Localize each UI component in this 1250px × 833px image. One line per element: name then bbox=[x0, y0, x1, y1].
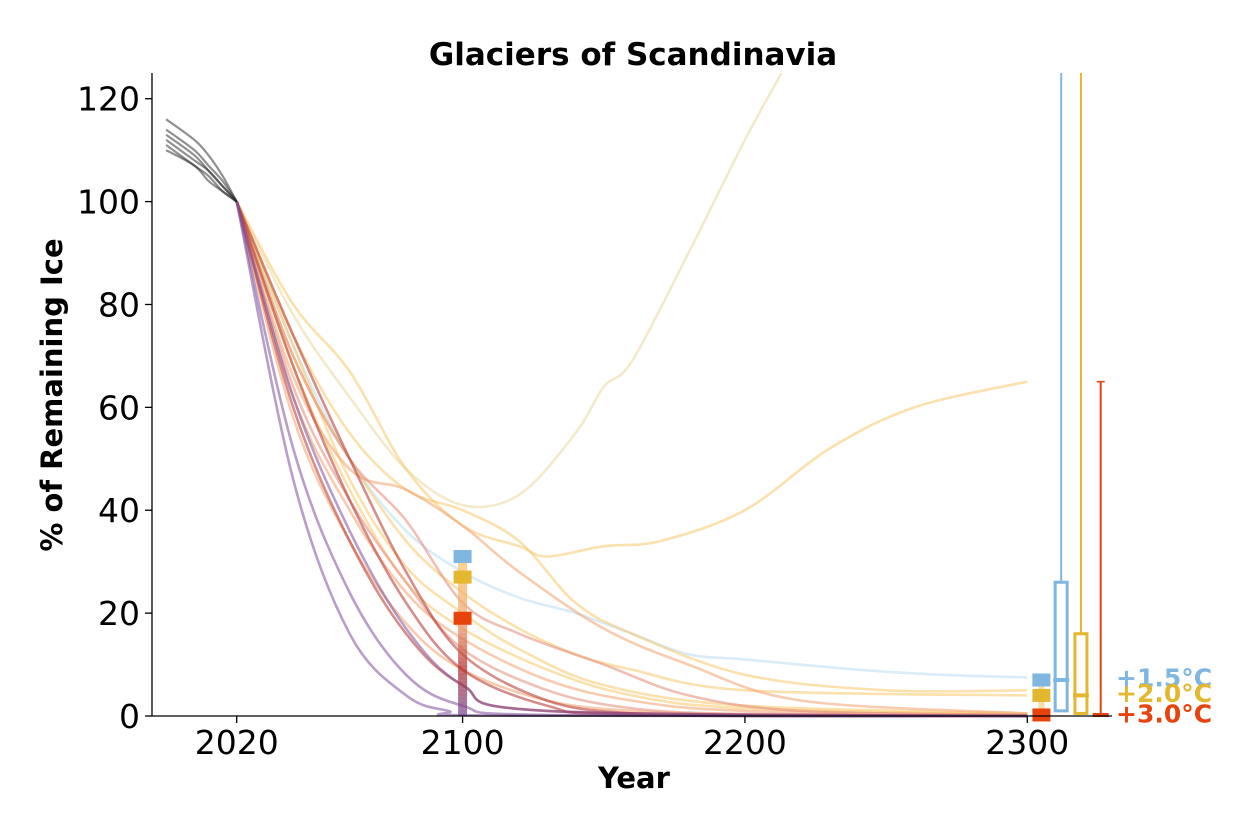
projection-line-9 bbox=[235, 201, 1028, 717]
projection-line-16 bbox=[235, 201, 1028, 718]
distribution-strip-2100 bbox=[458, 704, 468, 709]
legend-label-30: +3.0°C bbox=[1116, 699, 1212, 728]
y-tick-label-80: 80 bbox=[98, 285, 140, 324]
x-tick-label-2100: 2100 bbox=[421, 723, 505, 762]
y-tick-label-20: 20 bbox=[98, 594, 140, 633]
marker-2100-30 bbox=[453, 611, 472, 625]
projection-line-8 bbox=[235, 201, 1028, 715]
distribution-strip-2100 bbox=[458, 632, 468, 637]
distribution-strip-2100 bbox=[458, 696, 468, 701]
distribution-strip-2100 bbox=[458, 700, 468, 705]
projection-line-14 bbox=[235, 201, 1028, 718]
distribution-strip-2100 bbox=[458, 604, 468, 609]
distribution-strip-2100 bbox=[458, 672, 468, 677]
projection-line-4 bbox=[235, 201, 1028, 693]
projection-line-2 bbox=[235, 200, 1028, 558]
marker-2100-15 bbox=[453, 550, 472, 564]
projection-line-17 bbox=[235, 201, 1028, 718]
projection-line-18 bbox=[235, 201, 1028, 718]
marker-2100-20 bbox=[453, 570, 472, 584]
y-tick-label-40: 40 bbox=[98, 491, 140, 530]
marker-2300-15 bbox=[1032, 673, 1051, 687]
x-tick-label-2300: 2300 bbox=[985, 723, 1069, 762]
marker-2300-30 bbox=[1032, 708, 1051, 722]
boxplot-box-20 bbox=[1073, 632, 1089, 715]
y-tick-label-120: 120 bbox=[77, 80, 140, 119]
historical-line-2 bbox=[165, 128, 238, 203]
x-tick-label-2200: 2200 bbox=[703, 723, 787, 762]
projection-line-3 bbox=[235, 201, 1028, 679]
distribution-strip-2100 bbox=[458, 592, 468, 597]
projection-line-11 bbox=[235, 201, 1028, 717]
x-tick-label-2020: 2020 bbox=[195, 723, 279, 762]
projection-line-12 bbox=[235, 201, 1028, 718]
distribution-strip-2100 bbox=[458, 584, 468, 589]
historical-line-6 bbox=[165, 149, 238, 203]
distribution-strip-2100 bbox=[458, 656, 468, 661]
legend-label-20: +2.0°C bbox=[1116, 679, 1212, 708]
distribution-strip-2100 bbox=[458, 668, 468, 673]
projection-line-15 bbox=[235, 201, 1028, 718]
y-axis-label: % of Remaining Ice bbox=[35, 238, 69, 551]
distribution-strip-2100 bbox=[458, 600, 468, 605]
distribution-strip-2100 bbox=[458, 636, 468, 641]
projection-line-10 bbox=[235, 201, 1028, 718]
historical-line-4 bbox=[165, 139, 238, 203]
distribution-strip-2100 bbox=[458, 640, 468, 645]
distribution-strip-2100 bbox=[458, 648, 468, 653]
historical-line-1 bbox=[165, 118, 238, 203]
projection-line-1 bbox=[235, 72, 783, 509]
boxplots bbox=[1053, 73, 1109, 717]
distribution-markers bbox=[453, 550, 1051, 722]
scenario-curves bbox=[235, 72, 1028, 718]
legend-label-15: +1.5°C bbox=[1116, 663, 1212, 692]
distribution-strip-2100 bbox=[458, 608, 468, 613]
distribution-strip-2100 bbox=[458, 660, 468, 665]
projection-line-6 bbox=[235, 201, 1028, 715]
distribution-strip-2100 bbox=[458, 588, 468, 593]
historical-curves bbox=[165, 118, 238, 203]
distribution-strip-2100 bbox=[458, 596, 468, 601]
distribution-strip-2100 bbox=[458, 684, 468, 689]
y-tick-label-60: 60 bbox=[98, 388, 140, 427]
distribution-strip-2100 bbox=[458, 568, 468, 573]
distribution-strip-2100 bbox=[458, 652, 468, 657]
distribution-strip-2100 bbox=[458, 676, 468, 681]
distribution-strip-2100 bbox=[458, 712, 468, 716]
distribution-strip-2100 bbox=[458, 692, 468, 697]
distribution-strip-2100 bbox=[458, 644, 468, 649]
distribution-strip-2100 bbox=[458, 680, 468, 685]
distribution-strip-2100 bbox=[458, 688, 468, 693]
distribution-strip-2100 bbox=[458, 628, 468, 633]
marker-2300-20 bbox=[1032, 688, 1051, 702]
distribution-strip-2100 bbox=[458, 624, 468, 629]
projection-line-13 bbox=[235, 201, 1028, 718]
boxplot-box-15 bbox=[1053, 580, 1069, 713]
projection-line-5 bbox=[235, 201, 1028, 697]
x-axis-label: Year bbox=[597, 761, 671, 795]
chart-title: Glaciers of Scandinavia bbox=[429, 37, 837, 73]
legend: +1.5°C+2.0°C+3.0°C bbox=[1116, 663, 1212, 728]
projection-line-7 bbox=[235, 201, 1028, 716]
y-tick-label-0: 0 bbox=[119, 697, 140, 736]
distribution-strip-2100 bbox=[458, 664, 468, 669]
y-tick-label-100: 100 bbox=[77, 183, 140, 222]
distribution-strip-2100 bbox=[458, 708, 468, 713]
distribution-strip-2100 bbox=[458, 564, 468, 569]
axes: 0 20 40 60 80 100 120 2020 2100 2200 2300 bbox=[77, 73, 1112, 762]
